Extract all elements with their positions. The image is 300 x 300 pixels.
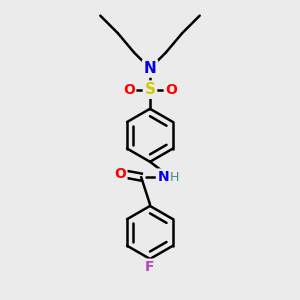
Text: O: O xyxy=(114,167,126,181)
Text: F: F xyxy=(145,260,155,274)
Text: O: O xyxy=(123,82,135,97)
Text: O: O xyxy=(165,82,177,97)
Text: N: N xyxy=(144,61,156,76)
Text: H: H xyxy=(170,171,179,184)
Text: N: N xyxy=(158,170,169,184)
Text: S: S xyxy=(145,82,155,97)
